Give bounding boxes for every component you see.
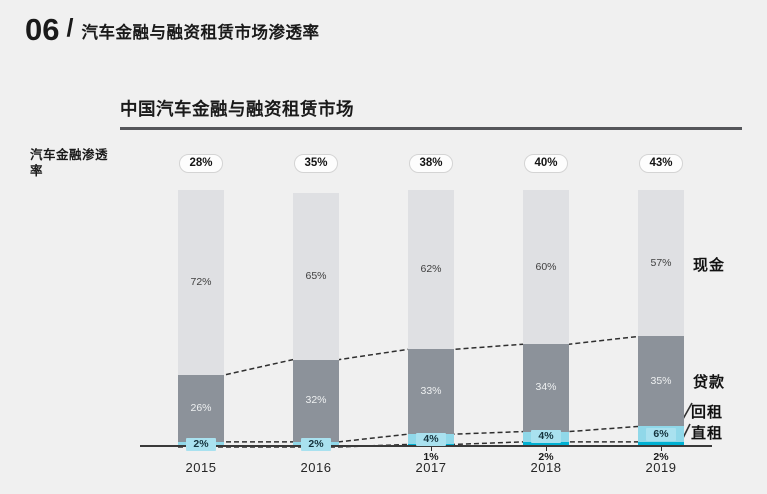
segment-cash-2015 bbox=[178, 190, 224, 376]
segment-value-cash-2019: 57% bbox=[650, 256, 672, 269]
x-tick-label-2015: 2015 bbox=[185, 460, 217, 475]
segment-value-loan-2019: 35% bbox=[650, 374, 672, 387]
slide-number-divider: / bbox=[66, 13, 74, 42]
segment-loan-2017 bbox=[408, 349, 454, 435]
penetration-badge-2016: 35% bbox=[294, 154, 338, 173]
x-tick-label-2019: 2019 bbox=[645, 460, 677, 475]
segment-loan-2016 bbox=[293, 359, 339, 442]
legend-label-sale-leaseback: 回租 bbox=[691, 404, 724, 421]
segment-value-cash-2017: 62% bbox=[420, 263, 442, 276]
x-tick-label-2017: 2017 bbox=[415, 460, 447, 475]
x-tick-label-2016: 2016 bbox=[300, 460, 332, 475]
penetration-badge-2017: 38% bbox=[409, 154, 453, 173]
chart-title: 中国汽车金融与融资租赁市场 bbox=[120, 96, 742, 130]
segment-value-loan-2018: 34% bbox=[535, 381, 557, 394]
segment-loan-2015 bbox=[178, 375, 224, 442]
segment-value-loan-2015: 26% bbox=[190, 401, 212, 414]
segment-cash-2016 bbox=[293, 192, 339, 360]
segment-value-sale-leaseback-2017: 4% bbox=[416, 432, 446, 446]
segment-loan-2019 bbox=[638, 336, 684, 427]
penetration-badge-2018: 40% bbox=[524, 154, 568, 173]
trend-line-loan-top bbox=[178, 335, 684, 376]
segment-cash-2019 bbox=[638, 190, 684, 337]
slide-title: 汽车金融与融资租赁市场渗透率 bbox=[81, 24, 320, 42]
segment-value-cash-2016: 65% bbox=[305, 269, 327, 282]
axis-tick-2017 bbox=[430, 447, 432, 451]
segment-cash-2018 bbox=[523, 190, 569, 345]
segment-direct-lease-2019 bbox=[638, 441, 684, 447]
segment-direct-lease-2018 bbox=[523, 441, 569, 447]
segment-value-cash-2018: 60% bbox=[535, 260, 557, 273]
segment-value-direct-lease-2018: 2% bbox=[538, 451, 554, 463]
segment-value-direct-lease-2019: 2% bbox=[653, 451, 669, 463]
penetration-badge-2019: 43% bbox=[639, 154, 683, 173]
x-axis-line bbox=[140, 445, 712, 447]
segment-value-loan-2016: 32% bbox=[305, 394, 327, 407]
trend-line-sale-leaseback-top bbox=[178, 425, 684, 443]
segment-value-direct-lease-2017: 1% bbox=[423, 451, 439, 463]
trend-line-direct-lease-top bbox=[178, 441, 684, 448]
penetration-badge-2015: 28% bbox=[179, 154, 223, 173]
segment-value-cash-2015: 72% bbox=[190, 276, 212, 289]
segment-value-sale-leaseback-2018: 4% bbox=[531, 430, 561, 444]
axis-tick-2018 bbox=[545, 447, 547, 451]
segment-value-sale-leaseback-2016: 2% bbox=[301, 437, 331, 451]
segment-value-sale-leaseback-2015: 2% bbox=[186, 437, 216, 451]
legend-label-direct-lease: 直租 bbox=[691, 425, 724, 442]
slide-header: 06 / 汽车金融与融资租赁市场渗透率 bbox=[25, 12, 319, 48]
segment-value-sale-leaseback-2019: 6% bbox=[646, 427, 676, 441]
segment-value-loan-2017: 33% bbox=[420, 385, 442, 398]
slide-number: 06 bbox=[25, 12, 60, 47]
legend-label-cash: 现金 bbox=[693, 257, 726, 274]
segment-cash-2017 bbox=[408, 190, 454, 350]
x-tick-label-2018: 2018 bbox=[530, 460, 562, 475]
axis-tick-2019 bbox=[660, 447, 662, 451]
y-axis-label: 汽车金融渗透率 bbox=[30, 148, 109, 179]
segment-loan-2018 bbox=[523, 344, 569, 432]
legend-connector-sale-leaseback bbox=[682, 402, 693, 420]
legend-label-loan: 贷款 bbox=[693, 374, 726, 391]
